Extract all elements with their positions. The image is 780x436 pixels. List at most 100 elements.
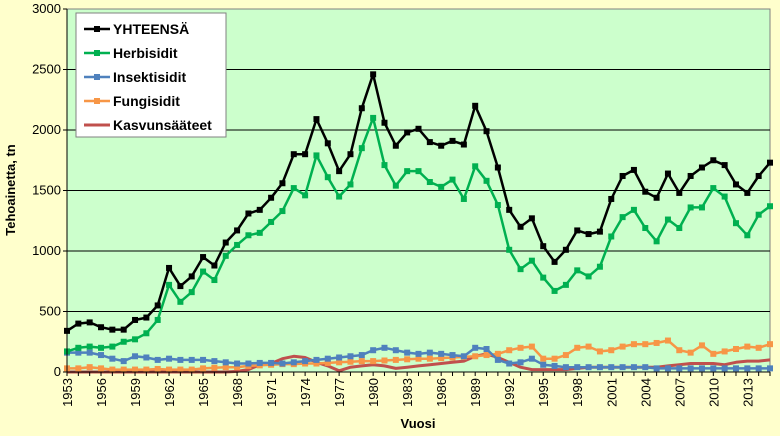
data-point [370,114,377,121]
data-point [381,357,388,364]
data-point [358,105,365,112]
data-point [132,353,139,360]
data-point [381,344,388,351]
data-point [404,349,411,356]
data-point [630,341,637,348]
data-point [506,246,513,253]
data-point [143,354,150,361]
legend-label: YHTEENSÄ [113,21,189,37]
data-point [721,365,728,372]
data-point [347,181,354,188]
data-point [98,324,105,331]
data-point [687,204,694,211]
data-point [132,316,139,323]
data-point [132,336,139,343]
data-point [143,314,150,321]
data-point [585,343,592,350]
data-point [404,356,411,363]
data-point [732,365,739,372]
y-axis-title: Tehoainetta, tn [3,144,18,236]
data-point [608,233,615,240]
x-tick-label: 1977 [332,378,347,407]
legend-marker [94,74,100,80]
data-point [460,141,467,148]
data-point [154,365,161,372]
data-point [75,365,82,372]
x-tick-label: 1986 [434,378,449,407]
data-point [268,359,275,366]
data-point [336,168,343,175]
data-point [574,364,581,371]
data-point [585,231,592,238]
axes: 0 500 1000 1500 2000 2500 3000 1953 1956 1959 1962… [32,1,771,407]
data-point [324,359,331,366]
data-point [279,208,286,215]
data-point [472,102,479,109]
data-point [630,166,637,173]
data-point [653,339,660,346]
data-point [528,355,535,362]
data-point [222,252,229,259]
data-point [438,142,445,149]
data-point [664,337,671,344]
data-point [630,206,637,213]
x-tick-label: 2007 [672,378,687,407]
data-point [370,358,377,365]
data-point [200,365,207,372]
data-point [86,343,93,350]
data-point [472,163,479,170]
data-point [483,352,490,359]
data-point [415,350,422,357]
data-point [200,254,207,261]
data-point [767,365,773,372]
data-point [506,206,513,213]
data-point [426,349,433,356]
data-point [268,218,275,225]
data-point [120,326,127,333]
data-point [551,287,558,294]
data-point [551,355,558,362]
data-point [619,214,626,221]
data-point [200,356,207,363]
data-point [517,359,524,366]
data-point [313,356,320,363]
data-point [404,129,411,136]
data-point [98,352,105,359]
data-point [256,359,263,366]
data-point [188,356,195,363]
data-point [120,366,127,373]
series-1 [64,114,773,355]
data-point [562,246,569,253]
data-point [664,216,671,223]
x-tick-label: 2001 [604,378,619,407]
x-tick-label: 2010 [706,378,721,407]
data-point [653,238,660,245]
data-point [540,274,547,281]
data-point [109,326,116,333]
data-point [120,358,127,365]
data-point [234,360,241,367]
legend-marker [94,98,100,104]
data-point [710,185,717,192]
y-tick-label: 1000 [32,243,61,258]
data-point [710,157,717,164]
data-point [698,204,705,211]
data-point [755,365,762,372]
data-point [528,215,535,222]
data-point [347,151,354,158]
data-point [211,262,218,269]
data-point [268,194,275,201]
data-point [642,341,649,348]
data-point [324,140,331,147]
legend-label: Insektisidit [113,69,186,85]
data-point [483,128,490,135]
data-point [574,344,581,351]
data-point [166,264,173,271]
y-tick-label: 500 [39,304,61,319]
data-point [188,289,195,296]
data-point [154,302,161,309]
data-point [494,164,501,171]
data-point [619,172,626,179]
data-point [596,364,603,371]
data-point [234,227,241,234]
